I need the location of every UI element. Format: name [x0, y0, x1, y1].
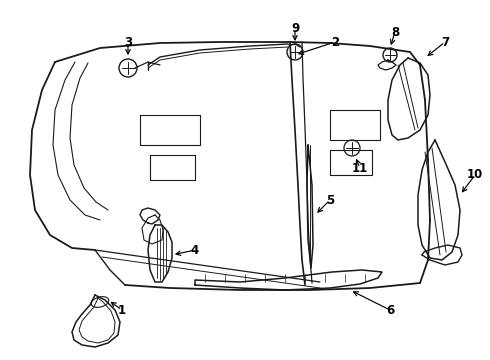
Text: 6: 6 [386, 303, 394, 316]
Text: 2: 2 [331, 36, 339, 49]
Text: 1: 1 [118, 303, 126, 316]
Text: 3: 3 [124, 36, 132, 49]
Text: 4: 4 [191, 243, 199, 256]
Text: 7: 7 [441, 36, 449, 49]
Text: 8: 8 [391, 26, 399, 39]
Text: 10: 10 [467, 168, 483, 181]
Text: 5: 5 [326, 194, 334, 207]
Text: 11: 11 [352, 162, 368, 175]
Text: 9: 9 [291, 22, 299, 35]
